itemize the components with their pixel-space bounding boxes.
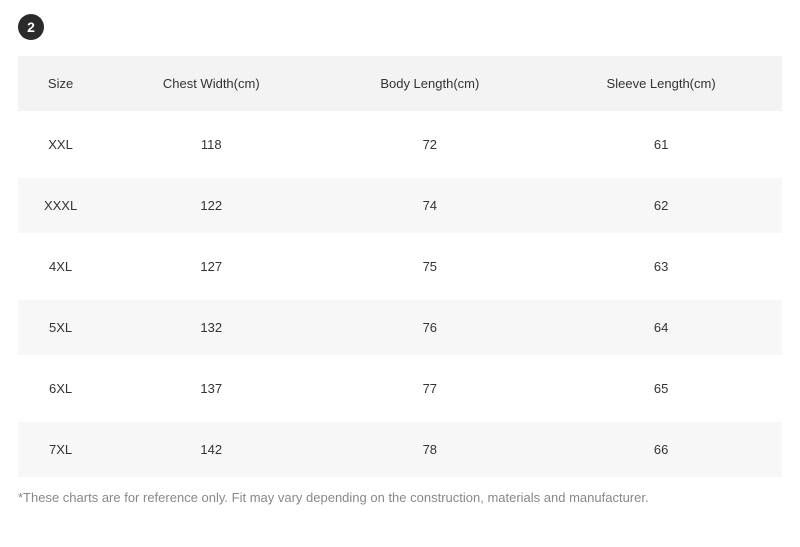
col-body: Body Length(cm) [319,56,540,111]
table-row: 7XL 142 78 66 [18,422,782,477]
cell: 63 [540,239,782,294]
cell: 61 [540,117,782,172]
cell: 132 [103,300,319,355]
cell: 72 [319,117,540,172]
cell: 76 [319,300,540,355]
cell: 127 [103,239,319,294]
cell: 122 [103,178,319,233]
cell: 75 [319,239,540,294]
cell: 118 [103,117,319,172]
cell: XXL [18,117,103,172]
cell: 6XL [18,361,103,416]
table-header-row: Size Chest Width(cm) Body Length(cm) Sle… [18,56,782,111]
table-row: XXL 118 72 61 [18,117,782,172]
step-badge: 2 [18,14,44,40]
cell: 78 [319,422,540,477]
cell: 7XL [18,422,103,477]
cell: 64 [540,300,782,355]
cell: 65 [540,361,782,416]
cell: 66 [540,422,782,477]
col-sleeve: Sleeve Length(cm) [540,56,782,111]
size-chart-table: Size Chest Width(cm) Body Length(cm) Sle… [18,50,782,483]
cell: 77 [319,361,540,416]
col-size: Size [18,56,103,111]
table-row: 4XL 127 75 63 [18,239,782,294]
cell: 4XL [18,239,103,294]
cell: 142 [103,422,319,477]
cell: 5XL [18,300,103,355]
cell: 62 [540,178,782,233]
table-row: 5XL 132 76 64 [18,300,782,355]
cell: 74 [319,178,540,233]
footnote: *These charts are for reference only. Fi… [18,489,782,507]
cell: 137 [103,361,319,416]
cell: XXXL [18,178,103,233]
table-row: XXXL 122 74 62 [18,178,782,233]
col-chest: Chest Width(cm) [103,56,319,111]
table-row: 6XL 137 77 65 [18,361,782,416]
